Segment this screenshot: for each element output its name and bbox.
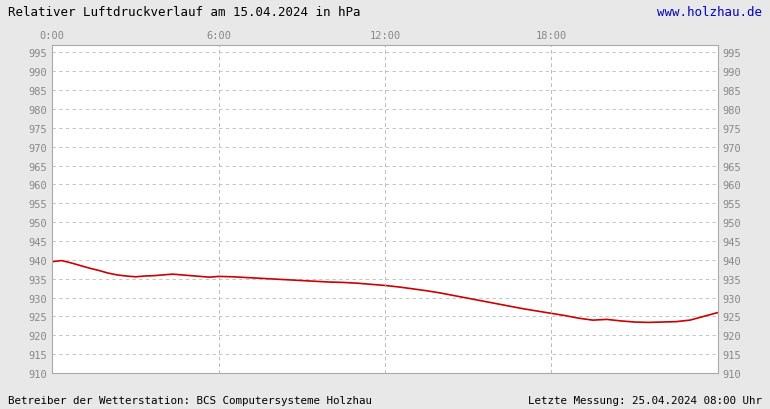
Text: www.holzhau.de: www.holzhau.de [658,6,762,19]
Text: Betreiber der Wetterstation: BCS Computersysteme Holzhau: Betreiber der Wetterstation: BCS Compute… [8,395,372,405]
Text: Relativer Luftdruckverlauf am 15.04.2024 in hPa: Relativer Luftdruckverlauf am 15.04.2024… [8,6,360,19]
Text: Letzte Messung: 25.04.2024 08:00 Uhr: Letzte Messung: 25.04.2024 08:00 Uhr [528,395,762,405]
